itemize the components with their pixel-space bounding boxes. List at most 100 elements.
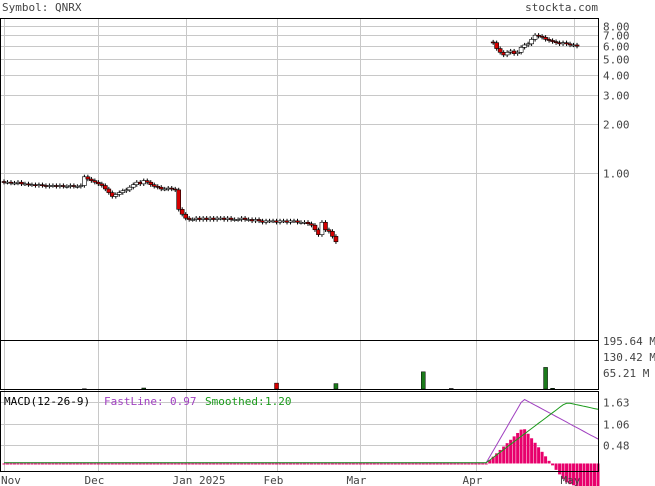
macd-histogram-bar <box>107 463 111 465</box>
macd-histogram-bar <box>215 463 219 465</box>
macd-tick-label: 1.06 <box>603 419 630 432</box>
price-candle <box>96 181 101 185</box>
macd-histogram-bar <box>533 442 537 464</box>
macd-histogram-bar <box>250 463 254 465</box>
macd-histogram-bar <box>568 463 572 485</box>
price-candle <box>92 180 98 183</box>
price-candle <box>497 48 503 53</box>
price-candle <box>8 181 14 184</box>
macd-histogram-bar <box>407 463 411 465</box>
macd-smoothed-label: Smoothed: <box>205 395 265 408</box>
volume-bar <box>550 388 555 390</box>
macd-histogram-bar <box>152 463 156 465</box>
price-candle <box>525 43 531 46</box>
macd-histogram-bar <box>156 463 160 465</box>
macd-histogram-bar <box>596 463 600 486</box>
macd-histogram-bar <box>355 463 359 465</box>
macd-histogram-bar <box>481 463 485 465</box>
price-candle <box>89 178 94 181</box>
macd-histogram-bar <box>159 463 163 465</box>
macd-histogram-bar <box>593 463 597 486</box>
x-tick-label: Dec <box>85 474 105 486</box>
price-candle <box>186 217 192 220</box>
price-candle <box>333 236 339 243</box>
macd-histogram-bar <box>264 463 268 465</box>
macd-histogram-bar <box>414 463 418 465</box>
price-candle <box>103 185 108 190</box>
macd-histogram-bar <box>509 439 513 464</box>
site-label: stockta.com <box>525 1 598 14</box>
macd-histogram-bar <box>226 463 230 465</box>
macd-panel-border <box>0 391 599 472</box>
macd-histogram-bar <box>337 463 341 465</box>
macd-histogram-bar <box>117 463 121 465</box>
macd-histogram-bar <box>177 463 181 465</box>
macd-histogram-bar <box>110 463 114 465</box>
macd-histogram-bar <box>135 463 139 465</box>
price-candle <box>529 39 534 45</box>
macd-histogram-bar <box>418 463 422 465</box>
macd-histogram-bar <box>19 463 23 465</box>
price-candle <box>539 35 545 38</box>
macd-histogram-bar <box>285 463 289 465</box>
price-candle <box>106 188 112 193</box>
price-candle <box>151 184 157 187</box>
macd-smoothed-line <box>4 402 599 464</box>
macd-histogram-bar <box>187 463 191 465</box>
macd-histogram-bar <box>379 463 383 465</box>
macd-histogram-bar <box>313 463 317 465</box>
macd-histogram-bar <box>208 463 212 465</box>
macd-histogram-bar <box>477 463 481 465</box>
price-candle <box>99 183 105 186</box>
macd-histogram-bar <box>219 463 223 465</box>
macd-histogram-bar <box>526 433 530 464</box>
macd-histogram-bar <box>12 463 16 465</box>
macd-histogram-bar <box>320 463 324 465</box>
macd-histogram-bar <box>512 436 516 464</box>
price-candle <box>546 39 552 41</box>
price-candle <box>123 189 129 192</box>
macd-histogram-bar <box>348 463 352 465</box>
macd-histogram-bar <box>537 447 541 464</box>
macd-histogram-bar <box>439 463 443 465</box>
macd-histogram-bar <box>558 463 562 475</box>
macd-histogram-bar <box>79 463 83 465</box>
macd-histogram-bar <box>316 463 320 465</box>
macd-histogram-bar <box>393 463 397 465</box>
macd-histogram-bar <box>184 463 188 465</box>
price-candle <box>61 185 66 187</box>
price-candle <box>120 190 126 193</box>
macd-histogram-bar <box>334 463 338 465</box>
price-candle <box>504 52 510 56</box>
macd-histogram-bar <box>411 463 415 465</box>
macd-histogram-bar <box>572 463 576 486</box>
macd-histogram-bar <box>9 463 13 465</box>
macd-histogram-bar <box>428 463 432 465</box>
macd-histogram-bar <box>470 463 474 465</box>
price-candle <box>71 185 77 187</box>
macd-title: MACD(12-26-9) <box>4 395 90 408</box>
price-candle <box>26 183 31 186</box>
macd-histogram-bar <box>54 463 58 465</box>
macd-histogram-bar <box>65 463 69 465</box>
macd-histogram-bar <box>261 463 265 465</box>
macd-histogram-bar <box>351 463 355 465</box>
volume-bar <box>543 367 548 390</box>
grid-lines <box>1 19 598 471</box>
macd-histogram-bar <box>166 463 170 465</box>
macd-histogram-bar <box>271 463 275 465</box>
volume-tick-label: 195.64 M <box>603 335 655 348</box>
macd-histogram-bar <box>198 463 202 465</box>
macd-histogram-bar <box>201 463 205 465</box>
macd-histogram-bar <box>222 463 226 465</box>
macd-histogram-bar <box>446 463 450 465</box>
macd-histogram-bar <box>400 463 404 465</box>
macd-histogram-bar <box>233 463 237 465</box>
price-candle <box>494 42 499 49</box>
price-candle <box>256 219 262 222</box>
macd-histogram-bar <box>128 463 132 465</box>
macd-histogram-bar <box>369 463 373 465</box>
macd-histogram-bar <box>474 463 478 465</box>
macd-histogram-bar <box>523 429 527 464</box>
macd-histogram-bar <box>435 463 439 465</box>
